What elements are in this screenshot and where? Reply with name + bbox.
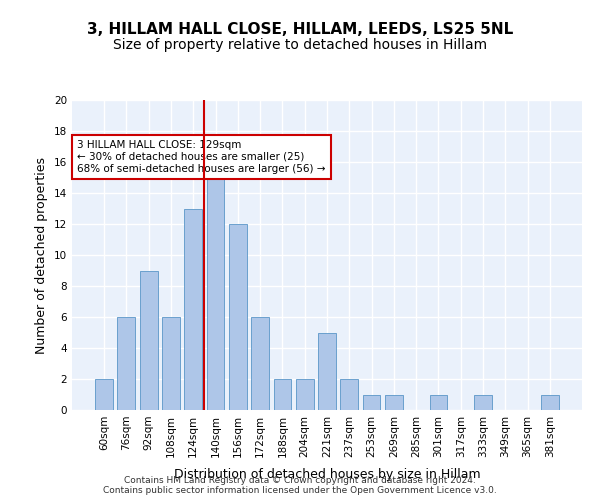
Bar — [206, 162, 224, 410]
Y-axis label: Number of detached properties: Number of detached properties — [35, 156, 49, 354]
Text: 3 HILLAM HALL CLOSE: 129sqm
← 30% of detached houses are smaller (25)
68% of sem: 3 HILLAM HALL CLOSE: 129sqm ← 30% of det… — [77, 140, 326, 173]
Bar — [362, 394, 380, 410]
Bar — [296, 379, 314, 410]
Bar — [541, 394, 559, 410]
Bar — [274, 379, 292, 410]
Bar — [385, 394, 403, 410]
Bar — [184, 208, 202, 410]
X-axis label: Distribution of detached houses by size in Hillam: Distribution of detached houses by size … — [173, 468, 481, 481]
Bar — [251, 317, 269, 410]
Bar — [95, 379, 113, 410]
Text: Size of property relative to detached houses in Hillam: Size of property relative to detached ho… — [113, 38, 487, 52]
Bar — [140, 270, 158, 410]
Bar — [118, 317, 136, 410]
Bar — [162, 317, 180, 410]
Bar — [430, 394, 448, 410]
Text: 3, HILLAM HALL CLOSE, HILLAM, LEEDS, LS25 5NL: 3, HILLAM HALL CLOSE, HILLAM, LEEDS, LS2… — [87, 22, 513, 38]
Bar — [318, 332, 336, 410]
Bar — [474, 394, 492, 410]
Text: Contains HM Land Registry data © Crown copyright and database right 2024.
Contai: Contains HM Land Registry data © Crown c… — [103, 476, 497, 495]
Bar — [229, 224, 247, 410]
Bar — [340, 379, 358, 410]
